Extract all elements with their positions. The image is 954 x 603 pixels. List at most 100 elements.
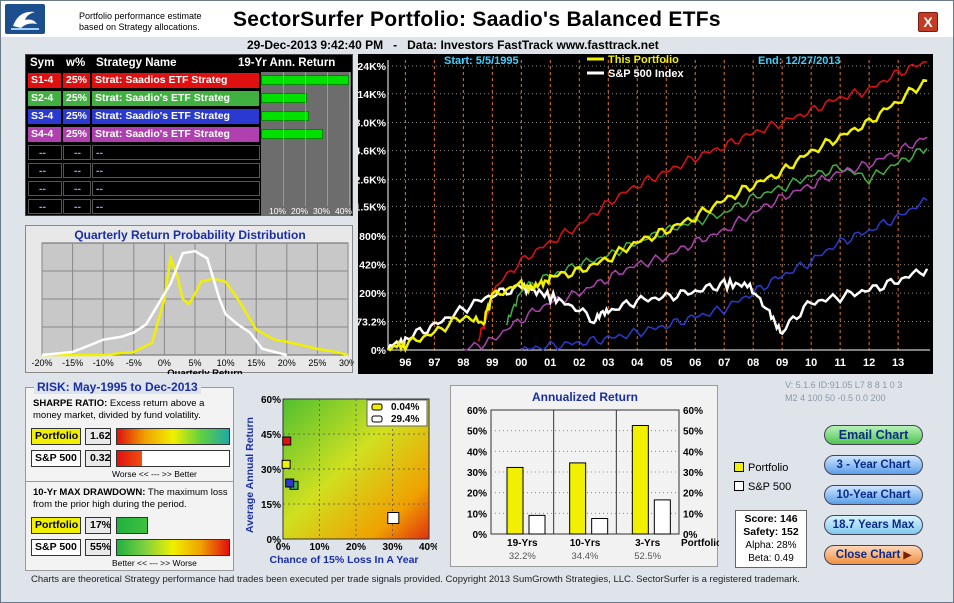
score-box: Score: 146 Safety: 152 Alpha: 28% Beta: … <box>735 510 807 568</box>
drawdown-text: The maximum loss from the prior high dur… <box>33 487 228 510</box>
return-bar <box>261 93 308 103</box>
strategy-row[interactable]: S3-4 25% Strat: Saadio's ETF Strateg <box>28 109 260 125</box>
main-x-tick: 03 <box>602 357 614 369</box>
strategy-row[interactable]: -- -- -- <box>28 145 260 161</box>
annual-title: Annualized Return <box>532 390 638 404</box>
return-tick-label: 10% <box>269 206 287 216</box>
main-y-tick: 73.2% <box>358 317 387 329</box>
scatter-y-tick: 45% <box>261 430 281 441</box>
sharpe-portfolio-value: 1.62 <box>85 428 111 445</box>
scatter-y-tick: 0% <box>267 535 282 546</box>
main-series-line <box>520 196 928 351</box>
strategy-sym: -- <box>28 199 62 214</box>
scatter-x-tick: 0% <box>276 542 291 553</box>
main-y-tick: 2.6K% <box>358 174 387 186</box>
close-chart-button[interactable]: Close Chart ▶ <box>824 545 923 565</box>
sharpe-heading: SHARPE RATIO: <box>33 398 108 409</box>
strategy-sym: S2-4 <box>28 91 62 106</box>
version-line-2: M2 4 100 50 -0.5 0.0 200 <box>785 393 886 403</box>
qdist-tick-label: 25% <box>308 358 326 368</box>
close-window-button[interactable]: X <box>918 12 938 32</box>
strategy-row[interactable]: -- -- -- <box>28 181 260 197</box>
email-chart-button[interactable]: Email Chart <box>824 425 923 445</box>
main-y-tick: 4.6K% <box>358 146 387 158</box>
scatter-x-tick: 10% <box>309 542 329 553</box>
annual-bar-portfolio <box>506 466 524 535</box>
report-date: 29-Dec-2013 9:42:40 PM <box>247 38 384 52</box>
annual-category-label: 3-Yrs <box>635 538 660 549</box>
arrow-right-icon: ▶ <box>903 550 912 561</box>
scatter-y-tick: 30% <box>261 465 281 476</box>
main-x-tick: 12 <box>863 357 875 369</box>
sharpe-sp500-value: 0.32 <box>85 450 111 467</box>
scatter-svg: 60% 45% 30% 15% 0%0% 10% 20% 30% 40%Chance of 15… <box>244 395 437 566</box>
scatter-ylabel: Average Annual Return <box>244 417 256 533</box>
strategy-name: -- <box>92 145 260 160</box>
strategy-row[interactable]: -- -- -- <box>28 163 260 179</box>
strategy-name: Strat: Saadio's ETF Strateg <box>92 127 260 142</box>
main-x-tick: 05 <box>660 357 672 369</box>
sharpe-portfolio-bar <box>116 428 230 445</box>
strategy-row[interactable]: S4-4 25% Strat: Saadio's ETF Strateg <box>28 127 260 143</box>
drawdown-portfolio-label: Portfolio <box>31 517 81 534</box>
alpha-value: Alpha: 28% <box>745 540 797 551</box>
annual-category-value: 34.4% <box>572 551 599 562</box>
annualized-return-panel: Annualized Return 60% 60% 50% 50% 40% 40% 30% 30… <box>450 385 719 567</box>
scatter-legend-swatch <box>371 403 383 411</box>
strategy-row[interactable]: -- -- -- <box>28 199 260 215</box>
annual-y-tick-left: 10% <box>467 509 487 520</box>
scatter-y-tick: 60% <box>261 395 281 406</box>
footer-disclaimer: Charts are theoretical Strategy performa… <box>31 574 800 585</box>
qdist-tick-label: 5% <box>188 358 201 368</box>
strategy-weight: -- <box>63 181 91 196</box>
main-x-tick: 09 <box>776 357 788 369</box>
return-bar <box>261 129 323 139</box>
drawdown-sp500-label: S&P 500 <box>31 539 81 556</box>
title-bar: Portfolio performance estimate based on … <box>1 1 953 37</box>
strategy-name: -- <box>92 199 260 214</box>
col-return-header: 19-Yr Ann. Return <box>238 57 336 69</box>
return-gridline <box>283 72 284 206</box>
annual-last-label: Portfolio <box>681 538 719 549</box>
scatter-x-tick: 40% <box>419 542 437 553</box>
strategy-row[interactable]: S1-4 25% Strat: Saadios ETF Strateg <box>28 73 260 89</box>
scatter-x-tick: 30% <box>382 542 402 553</box>
main-y-tick: 8.0K% <box>358 117 387 129</box>
qdist-tick-label: 30% <box>339 358 354 368</box>
main-series-line <box>386 267 929 351</box>
strategy-name: Strat: Saadios ETF Strateg <box>92 73 260 88</box>
strategy-sym: -- <box>28 163 62 178</box>
scatter-legend-label: 0.04% <box>391 402 419 413</box>
strategy-row[interactable]: S2-4 25% Strat: Saadio's ETF Strateg <box>28 91 260 107</box>
strategy-weight: -- <box>63 145 91 160</box>
return-gridline <box>349 72 350 206</box>
return-tick-label: 40% <box>335 206 353 216</box>
annualized-return-svg: Annualized Return 60% 60% 50% 50% 40% 40% 30% 30… <box>467 390 719 562</box>
close-chart-label: Close Chart <box>835 549 901 561</box>
main-series-line <box>477 61 928 343</box>
main-x-tick: 07 <box>718 357 730 369</box>
qdist-tick-label: 20% <box>278 358 296 368</box>
max-years-button[interactable]: 18.7 Years Max <box>824 515 923 535</box>
performance-chart: 96 97 98 99 00 01 02 03 04 05 06 07 08 09 10 11 12 13 0% 73… <box>358 54 933 374</box>
annual-y-tick-right: 0% <box>683 530 698 541</box>
data-source: Data: Investors FastTrack www.fasttrack.… <box>407 38 659 52</box>
strategy-weight: 25% <box>63 91 91 106</box>
main-x-tick: 06 <box>689 357 701 369</box>
qdist-title: Quarterly Return Probability Distributio… <box>74 228 306 242</box>
main-x-tick: 04 <box>631 357 644 369</box>
main-x-tick: 13 <box>892 357 904 369</box>
sharpe-portfolio-label: Portfolio <box>31 428 81 445</box>
sharpe-sp500-track <box>116 450 230 467</box>
strategy-weight: 25% <box>63 109 91 124</box>
strategy-name: Strat: Saadio's ETF Strateg <box>92 109 260 124</box>
annual-y-tick-right: 10% <box>683 509 703 520</box>
main-x-tick: 01 <box>544 357 556 369</box>
qdist-tick-label: 15% <box>247 358 265 368</box>
ten-year-chart-button[interactable]: 10-Year Chart <box>824 485 923 505</box>
main-y-tick: 0% <box>371 345 387 357</box>
scatter-legend-swatch <box>371 415 383 423</box>
main-x-tick: 97 <box>428 357 440 369</box>
three-year-chart-button[interactable]: 3 - Year Chart <box>824 455 923 475</box>
qdist-tick-label: -10% <box>93 358 114 368</box>
